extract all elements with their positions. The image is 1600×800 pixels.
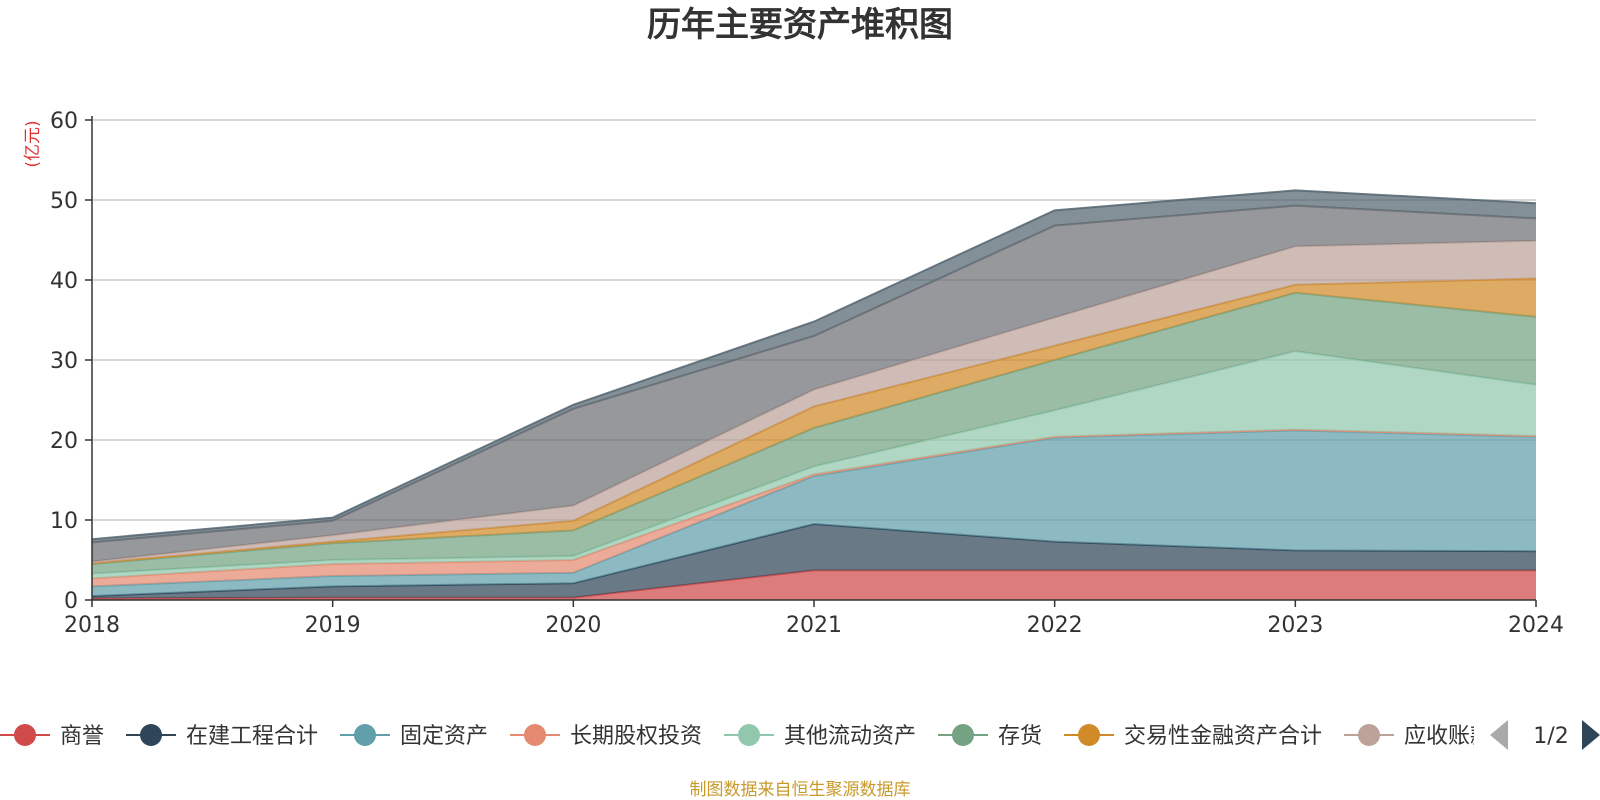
legend-label: 长期股权投资 bbox=[570, 724, 702, 749]
legend-item[interactable]: 其他流动资产 bbox=[724, 724, 916, 749]
legend-circle-marker bbox=[354, 724, 376, 746]
legend-label: 在建工程合计 bbox=[186, 724, 318, 749]
axes: 0 10 20 30 40 50 60 2018 2019 2020 2021 2022 2023 202… bbox=[50, 109, 1564, 638]
y-tick-label: 20 bbox=[50, 429, 78, 454]
x-tick-label: 2018 bbox=[64, 613, 120, 638]
legend-label: 固定资产 bbox=[400, 724, 488, 749]
legend-label: 存货 bbox=[998, 724, 1042, 749]
legend-circle-marker bbox=[14, 724, 36, 746]
legend-item[interactable]: 长期股权投资 bbox=[510, 724, 702, 749]
legend[interactable]: 商誉 在建工程合计 固定资产 长期股权投资 其他流动资产 存货 交易性金融资产合计 应收账款 1… bbox=[0, 720, 1600, 750]
x-tick-label: 2022 bbox=[1027, 613, 1083, 638]
legend-circle-marker bbox=[1078, 724, 1100, 746]
y-tick-label: 60 bbox=[50, 109, 78, 134]
legend-label: 其他流动资产 bbox=[784, 724, 916, 749]
legend-circle-marker bbox=[1358, 724, 1380, 746]
legend-circle-marker bbox=[738, 724, 760, 746]
area-series-4 bbox=[92, 351, 1536, 579]
legend-circle-marker bbox=[952, 724, 974, 746]
y-tick-label: 10 bbox=[50, 509, 78, 534]
area-series-6 bbox=[92, 278, 1536, 564]
legend-item[interactable]: 交易性金融资产合计 bbox=[1064, 724, 1322, 749]
y-tick-label: 50 bbox=[50, 189, 78, 214]
y-axis-unit: (亿元) bbox=[23, 120, 43, 167]
area-series-8 bbox=[92, 205, 1536, 562]
legend-pager: 1/2 bbox=[1490, 720, 1600, 750]
area-series-1 bbox=[92, 524, 1536, 599]
legend-item[interactable]: 存货 bbox=[938, 724, 1042, 749]
area-series-7 bbox=[92, 240, 1536, 564]
y-tick-label: 30 bbox=[50, 349, 78, 374]
legend-prev-page-icon[interactable] bbox=[1490, 720, 1508, 750]
legend-item[interactable]: 商誉 bbox=[0, 724, 104, 749]
y-tick-label: 0 bbox=[64, 589, 78, 614]
area-series-2 bbox=[92, 430, 1536, 596]
area-series-group bbox=[91, 189, 1537, 600]
legend-item[interactable]: 固定资产 bbox=[340, 724, 488, 749]
legend-next-page-icon[interactable] bbox=[1582, 720, 1600, 750]
x-tick-label: 2024 bbox=[1508, 613, 1564, 638]
y-tick-label: 40 bbox=[50, 269, 78, 294]
data-source-note: 制图数据来自恒生聚源数据库 bbox=[690, 780, 911, 800]
legend-item[interactable]: 应收账款 bbox=[1344, 724, 1492, 749]
area-series-line-9 bbox=[91, 189, 1537, 541]
legend-label: 交易性金融资产合计 bbox=[1124, 724, 1322, 749]
legend-label: 应收账款 bbox=[1404, 724, 1492, 749]
x-tick-label: 2021 bbox=[786, 613, 842, 638]
legend-label: 商誉 bbox=[60, 724, 104, 749]
x-tick-label: 2019 bbox=[305, 613, 361, 638]
x-tick-label: 2020 bbox=[545, 613, 601, 638]
x-tick-label: 2023 bbox=[1267, 613, 1323, 638]
legend-circle-marker bbox=[524, 724, 546, 746]
legend-items: 商誉 在建工程合计 固定资产 长期股权投资 其他流动资产 存货 交易性金融资产合计 应收账款 bbox=[0, 724, 1492, 749]
area-series-5 bbox=[92, 292, 1536, 574]
legend-item[interactable]: 在建工程合计 bbox=[126, 724, 318, 749]
legend-page-indicator: 1/2 bbox=[1533, 724, 1568, 749]
chart-title: 历年主要资产堆积图 bbox=[647, 5, 953, 45]
area-series-0 bbox=[92, 570, 1536, 600]
legend-circle-marker bbox=[140, 724, 162, 746]
